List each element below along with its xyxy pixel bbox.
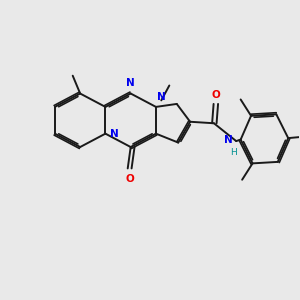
Text: H: H (230, 148, 237, 157)
Text: N: N (126, 78, 135, 88)
Text: N: N (224, 135, 233, 145)
Text: N: N (158, 92, 166, 102)
Text: O: O (125, 174, 134, 184)
Text: O: O (212, 90, 220, 100)
Text: N: N (110, 129, 118, 139)
